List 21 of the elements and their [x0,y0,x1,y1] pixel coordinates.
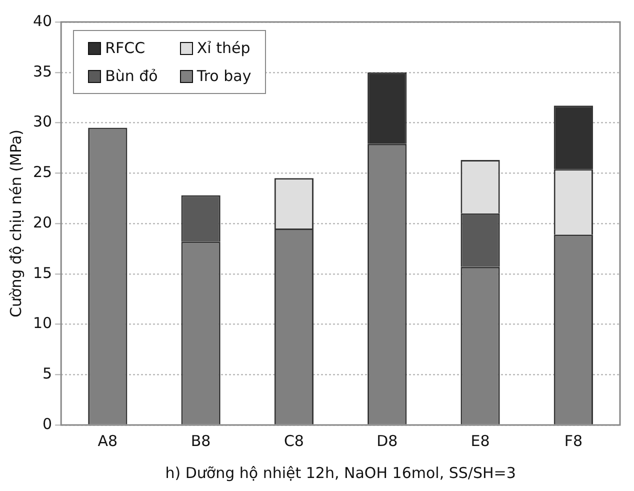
y-tick-label: 0 [42,414,52,433]
y-tick-label: 35 [32,62,52,80]
legend-label: Bùn đỏ [105,67,158,85]
y-tick-label: 25 [32,163,52,182]
x-tick-label: F8 [564,432,583,450]
legend-label: RFCC [105,39,146,57]
y-tick-label: 20 [32,213,52,232]
y-tick-label: 15 [32,264,52,282]
y-tick-label: 30 [32,112,52,131]
legend-label: Tro bay [196,67,252,85]
x-tick-label: A8 [98,432,118,450]
legend-label: Xỉ thép [196,39,250,57]
y-tick-label: 5 [42,364,52,383]
y-axis-title: Cường độ chịu nén (MPa) [6,130,25,318]
y-tick-label: 10 [32,314,52,332]
x-axis-title: h) Dưỡng hộ nhiệt 12h, NaOH 16mol, SS/SH=3 [165,464,516,482]
x-tick-label: E8 [470,432,490,450]
x-tick-label: C8 [284,432,304,450]
x-tick-label: D8 [376,432,398,450]
x-tick-label: B8 [190,432,211,450]
y-tick-label: 40 [32,12,52,30]
